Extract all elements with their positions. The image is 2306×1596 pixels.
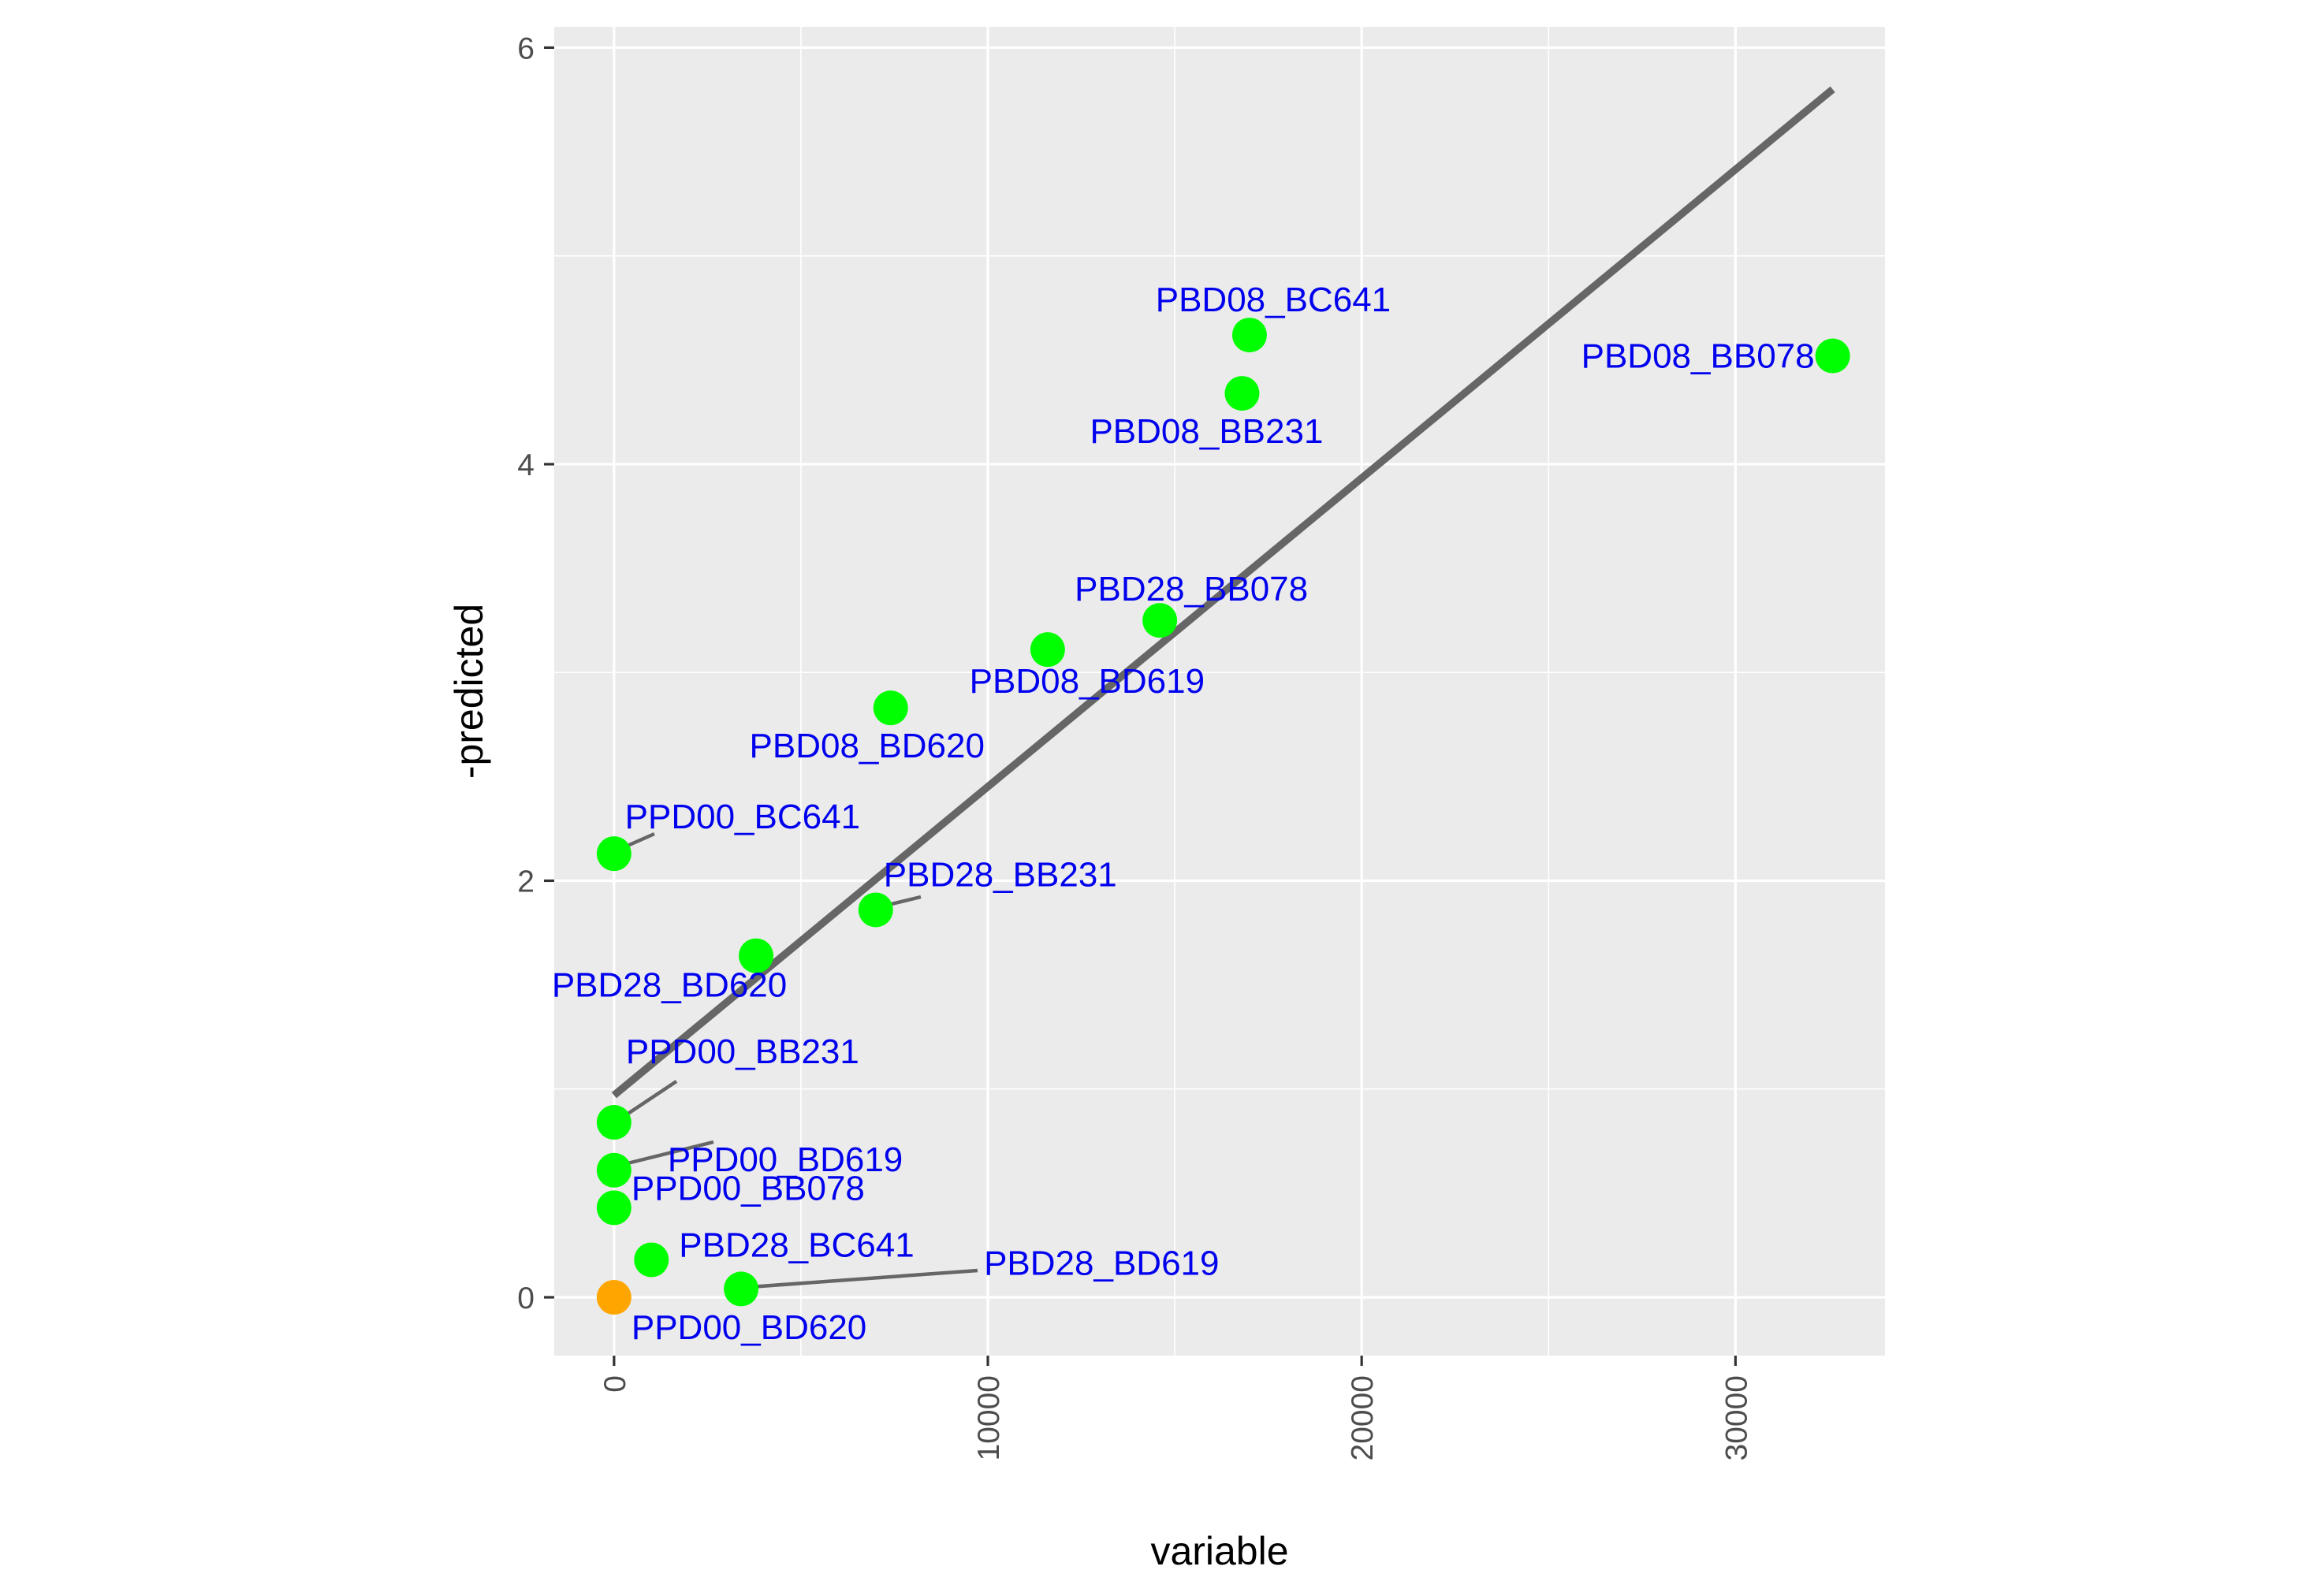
data-point [1224, 376, 1260, 411]
data-point [1231, 318, 1267, 353]
point-label: PBD08_BC641 [1156, 281, 1391, 319]
y-tick-label: 4 [517, 448, 535, 482]
data-point [739, 938, 774, 973]
data-point [1030, 632, 1065, 668]
x-axis: 0 10000 20000 30000 [598, 1356, 1753, 1460]
point-labels: PBD08_BC641 PBD08_BB078 PBD08_BB231 PBD28_B… [552, 281, 1815, 1347]
y-tick-label: 2 [517, 865, 535, 898]
point-label: PPD00_BC641 [625, 798, 860, 836]
data-point [596, 1190, 631, 1226]
plot-panel [554, 27, 1885, 1356]
point-label: PPD00_BB231 [626, 1032, 859, 1071]
point-label: PBD08_BB078 [1581, 337, 1815, 376]
minor-gridlines [554, 27, 1885, 1356]
label-connector [614, 1140, 714, 1169]
x-tick-label: 10000 [972, 1375, 1006, 1460]
point-label: PBD08_BD619 [970, 662, 1205, 701]
data-point [858, 892, 893, 928]
label-connector [738, 1268, 978, 1290]
data-point [596, 1280, 631, 1315]
x-tick-label: 20000 [1346, 1375, 1380, 1460]
y-axis: 0 2 4 6 [517, 32, 554, 1315]
point-label: PPD00_BB078 [631, 1169, 865, 1207]
x-tick-label: 30000 [1719, 1375, 1753, 1460]
point-label: PBD28_BD619 [984, 1244, 1219, 1282]
data-point [596, 1105, 631, 1140]
data-point [873, 690, 908, 726]
data-point [1142, 603, 1178, 638]
data-points [596, 318, 1850, 1315]
y-tick-label: 6 [517, 32, 535, 65]
fit-line [611, 86, 1835, 1099]
point-label: PBD28_BB078 [1075, 570, 1308, 608]
y-axis-title: -predicted [447, 604, 491, 779]
point-label: PPD00_BD619 [668, 1140, 903, 1179]
x-axis-title: variable [1150, 1529, 1288, 1573]
point-label: PBD28_BD620 [552, 966, 787, 1005]
point-label: PBD08_BB231 [1090, 412, 1323, 451]
x-tick-label: 0 [598, 1375, 632, 1393]
data-point [724, 1271, 759, 1307]
point-label: PPD00_BD620 [631, 1308, 866, 1347]
data-point [596, 1152, 631, 1188]
point-label: PBD28_BC641 [679, 1226, 914, 1264]
data-point [596, 836, 631, 872]
data-point [634, 1242, 669, 1278]
point-label: PBD08_BD620 [750, 727, 985, 765]
data-point [1815, 338, 1850, 374]
y-tick-label: 0 [517, 1282, 535, 1315]
point-label: PBD28_BB231 [884, 855, 1117, 894]
